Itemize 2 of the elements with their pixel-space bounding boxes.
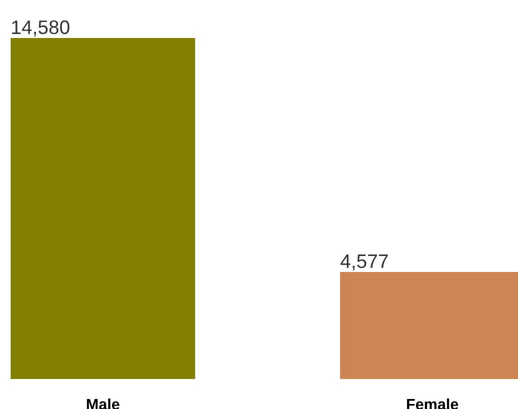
- data-label: 4,577: [340, 254, 388, 270]
- data-label: 14,580: [12, 20, 70, 36]
